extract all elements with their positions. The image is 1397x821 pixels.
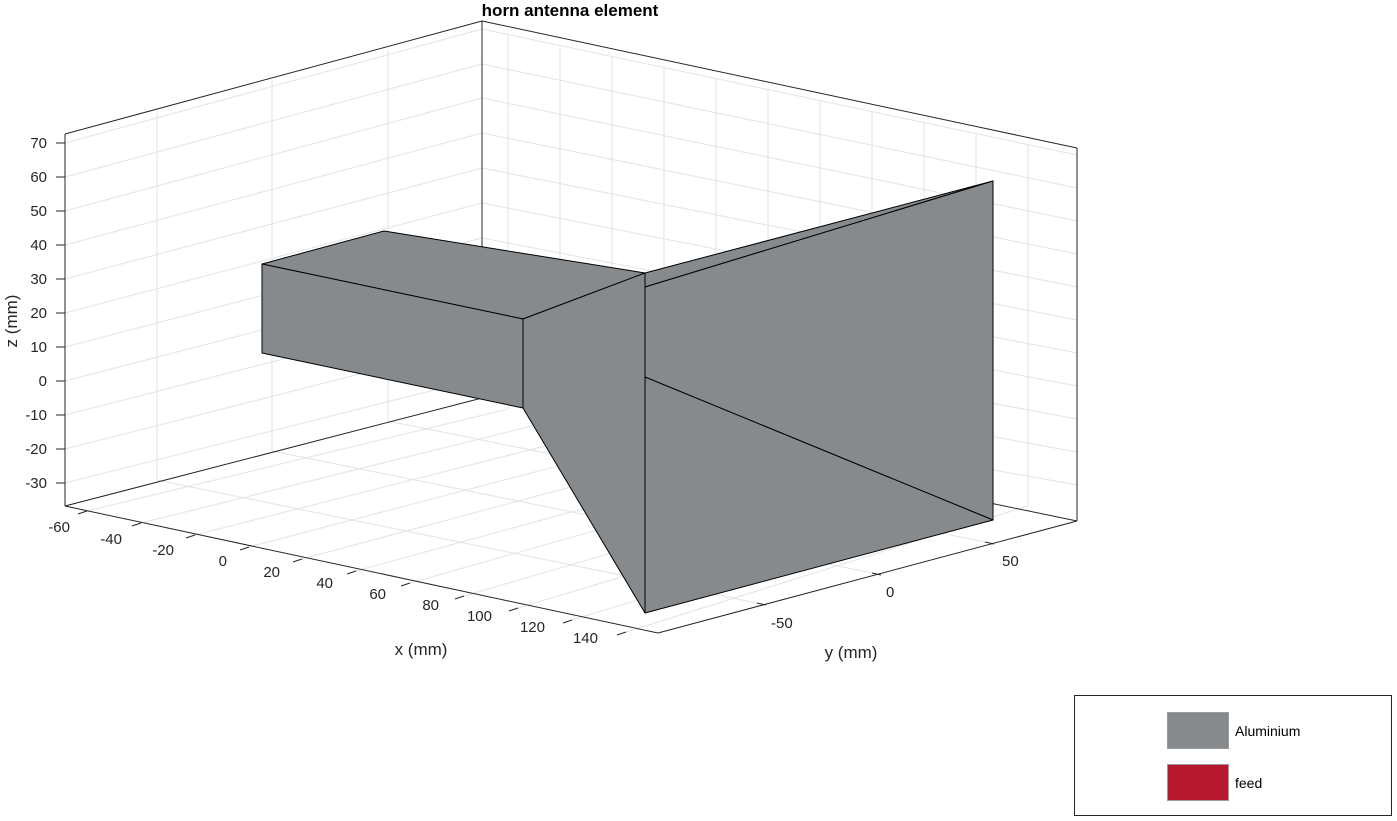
x-tick-label: 100 (467, 608, 492, 625)
x-tick-label: 20 (263, 564, 280, 581)
horn-antenna (261, 180, 994, 614)
axis-edge (481, 20, 1078, 149)
legend-item-feed: feed (1167, 764, 1262, 801)
y-tick (756, 602, 767, 606)
x-tick-label: -20 (152, 542, 174, 559)
y-tick-label: 50 (1002, 553, 1019, 570)
x-tick-label: -60 (48, 519, 70, 536)
z-tick-label: 20 (30, 305, 47, 322)
legend-label: feed (1235, 774, 1263, 791)
z-tick-label: 70 (30, 135, 47, 152)
x-tick-label: 120 (520, 619, 545, 636)
grid-line (481, 28, 1078, 156)
z-tick-label: -10 (25, 407, 47, 424)
y-axis-line (657, 520, 1078, 634)
grid-line (194, 428, 613, 536)
y-tick-label: -50 (771, 615, 793, 632)
grid-line (64, 28, 483, 144)
legend-swatch-aluminium (1167, 712, 1229, 749)
grid-line (64, 132, 483, 246)
grid-line (64, 202, 483, 314)
grid-line (64, 167, 483, 280)
chart-title: horn antenna element (482, 1, 659, 20)
y-tick (871, 572, 882, 576)
grid-line (140, 418, 561, 524)
y-tick-label: 0 (886, 584, 894, 601)
x-tick (131, 522, 142, 527)
x-tick-label: 40 (316, 575, 333, 592)
grid-line (64, 97, 483, 212)
legend-item-aluminium: Aluminium (1167, 712, 1300, 749)
x-tick-label: -40 (100, 531, 122, 548)
legend-swatch-feed (1167, 764, 1229, 801)
x-tick (454, 595, 465, 600)
x-tick-labels: -60 -40 -20 0 20 40 60 80 100 120 140 (48, 519, 598, 647)
x-tick (562, 619, 573, 624)
z-tick-labels: 70 60 50 40 30 20 10 0 -10 -20 -30 (25, 135, 47, 492)
z-axis-label: z (mm) (2, 295, 21, 348)
z-tick-label: -20 (25, 441, 47, 458)
x-tick (400, 582, 411, 587)
z-tick-label: 30 (30, 271, 47, 288)
x-tick (508, 607, 519, 612)
y-tick-labels: -50 0 50 (771, 553, 1019, 632)
tick-marks (56, 142, 995, 636)
z-tick-label: 10 (30, 339, 47, 356)
legend-label: Aluminium (1235, 722, 1301, 739)
x-tick-label: 60 (369, 586, 386, 603)
x-tick-label: 140 (573, 630, 598, 647)
x-tick (616, 631, 627, 636)
x-tick (239, 546, 250, 551)
axis-edge (64, 397, 483, 507)
x-tick-label: 0 (219, 553, 227, 570)
x-axis-label: x (mm) (395, 640, 448, 659)
grid-line (481, 63, 1078, 189)
z-tick-label: -30 (25, 475, 47, 492)
flare-front-face (522, 272, 646, 614)
z-tick-label: 60 (30, 169, 47, 186)
z-tick-label: 0 (39, 373, 47, 390)
z-tick-label: 40 (30, 237, 47, 254)
x-tick (185, 534, 196, 539)
y-tick (984, 541, 995, 545)
legend: Aluminium feed (1074, 695, 1392, 816)
x-tick (346, 570, 357, 575)
z-tick-label: 50 (30, 203, 47, 220)
grid-line (86, 408, 509, 512)
grid-line (64, 63, 483, 178)
y-axis-label: y (mm) (825, 643, 878, 662)
x-axis-line (64, 505, 659, 634)
grid-line (64, 377, 483, 484)
x-tick (292, 558, 303, 563)
x-tick-label: 80 (422, 597, 439, 614)
x-tick (77, 510, 88, 515)
axis-edge (64, 20, 483, 135)
